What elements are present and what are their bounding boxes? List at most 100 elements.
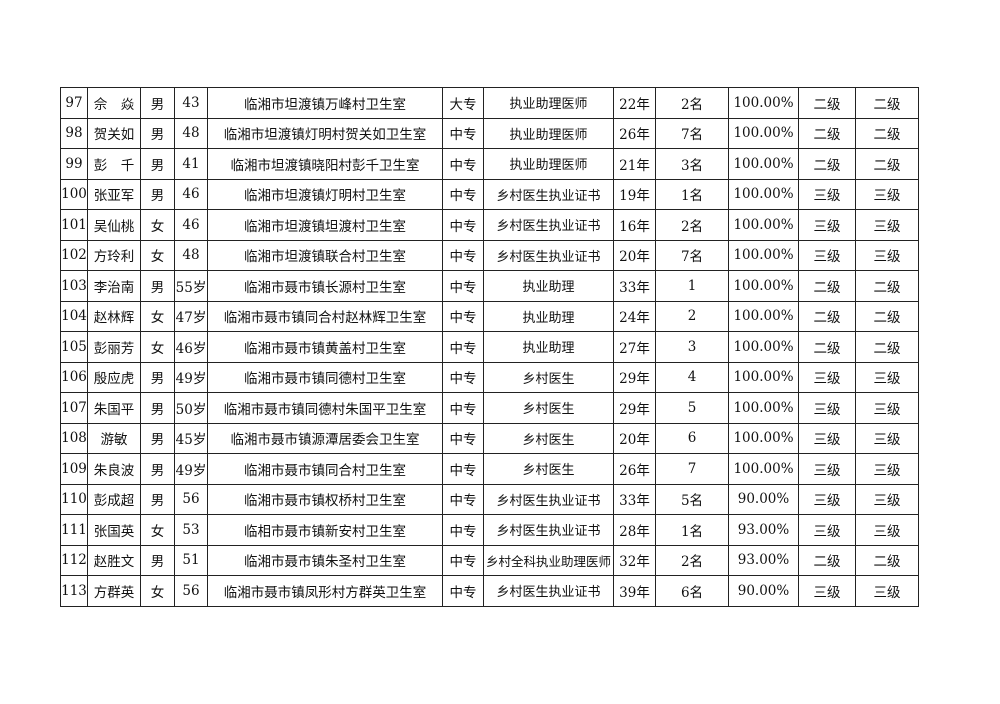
cell-clinic: 临湘市聂市镇长源村卫生室 — [207, 270, 443, 302]
table-row: 109 朱良波男 49岁 临湘市聂市镇同合村卫生室 中专 乡村医生 26年 7 100.00% 三… — [60, 453, 919, 485]
cell-edu: 中专 — [442, 575, 484, 607]
table-row: 103 李治南男 55岁 临湘市聂市镇长源村卫生室 中专 执业助理 33年 1 100.00% 二… — [60, 270, 919, 302]
cell-clinic: 临湘市坦渡镇坦渡村卫生室 — [207, 209, 443, 241]
cell-no: 101 — [60, 209, 88, 241]
cell-age: 49岁 — [174, 361, 208, 393]
cell-years: 20年 — [613, 239, 656, 271]
cell-age: 48 — [174, 117, 208, 149]
cell-rate: 100.00% — [728, 270, 799, 302]
cell-no: 106 — [60, 361, 88, 393]
cell-years: 26年 — [613, 117, 656, 149]
cell-rate: 100.00% — [728, 148, 799, 180]
cell-level2: 二级 — [855, 148, 919, 180]
cell-age: 45岁 — [174, 422, 208, 454]
cell-edu: 中专 — [442, 422, 484, 454]
cell-level1: 二级 — [798, 544, 856, 576]
cell-cert: 执业助理 — [483, 270, 614, 302]
cell-level2: 三级 — [855, 453, 919, 485]
cell-years: 19年 — [613, 178, 656, 210]
cell-edu: 中专 — [442, 178, 484, 210]
cell-clinic: 临湘市坦渡镇联合村卫生室 — [207, 239, 443, 271]
cell-cert: 乡村医生执业证书 — [483, 575, 614, 607]
table-row: 105 彭丽芳女 46岁 临湘市聂市镇黄盖村卫生室 中专 执业助理 27年 3 100.00% 二… — [60, 331, 919, 363]
cell-name: 张国英 — [87, 514, 141, 546]
cell-cert: 执业助理医师 — [483, 148, 614, 180]
table-row: 104 赵林辉女 47岁 临湘市聂市镇同合村赵林辉卫生室 中专 执业助理 24年 2 100.0… — [60, 300, 919, 332]
cell-sex: 男 — [140, 483, 175, 515]
cell-age: 55岁 — [174, 270, 208, 302]
cell-rate: 100.00% — [728, 300, 799, 332]
cell-rate: 90.00% — [728, 575, 799, 607]
cell-sex: 女 — [140, 209, 175, 241]
cell-cert: 执业助理 — [483, 331, 614, 363]
cell-no: 112 — [60, 544, 88, 576]
cell-level1: 二级 — [798, 117, 856, 149]
cell-rate: 100.00% — [728, 453, 799, 485]
cell-rate: 100.00% — [728, 422, 799, 454]
cell-staff: 1名 — [655, 178, 729, 210]
cell-level2: 三级 — [855, 392, 919, 424]
cell-no: 104 — [60, 300, 88, 332]
cell-staff: 7名 — [655, 117, 729, 149]
cell-name: 贺关如 — [87, 117, 141, 149]
table-row: 110 彭成超男 56 临湘市聂市镇权桥村卫生室 中专 乡村医生执业证书 33年 5名 90.0… — [60, 483, 919, 515]
cell-level1: 三级 — [798, 178, 856, 210]
cell-level1: 三级 — [798, 575, 856, 607]
cell-sex: 男 — [140, 148, 175, 180]
cell-staff: 2名 — [655, 209, 729, 241]
cell-years: 22年 — [613, 87, 656, 119]
cell-edu: 中专 — [442, 300, 484, 332]
cell-age: 49岁 — [174, 453, 208, 485]
cell-staff: 2名 — [655, 544, 729, 576]
cell-name: 赵胜文 — [87, 544, 141, 576]
cell-level1: 三级 — [798, 209, 856, 241]
cell-edu: 中专 — [442, 239, 484, 271]
cell-sex: 女 — [140, 514, 175, 546]
cell-cert: 乡村医生 — [483, 361, 614, 393]
cell-age: 53 — [174, 514, 208, 546]
cell-years: 28年 — [613, 514, 656, 546]
cell-years: 26年 — [613, 453, 656, 485]
cell-years: 16年 — [613, 209, 656, 241]
cell-cert: 执业助理 — [483, 300, 614, 332]
cell-cert: 乡村医生执业证书 — [483, 483, 614, 515]
cell-sex: 男 — [140, 178, 175, 210]
cell-sex: 女 — [140, 300, 175, 332]
cell-no: 99 — [60, 148, 88, 180]
table-row: 100 张亚军男 46 临湘市坦渡镇灯明村卫生室 中专 乡村医生执业证书 19年 1名 100.… — [60, 178, 919, 210]
cell-sex: 男 — [140, 422, 175, 454]
cell-name: 彭丽芳 — [87, 331, 141, 363]
cell-name: 朱国平 — [87, 392, 141, 424]
cell-level1: 三级 — [798, 361, 856, 393]
cell-clinic: 临相市聂市镇新安村卫生室 — [207, 514, 443, 546]
cell-clinic: 临湘市聂市镇同合村卫生室 — [207, 453, 443, 485]
cell-staff: 6 — [655, 422, 729, 454]
cell-years: 21年 — [613, 148, 656, 180]
cell-clinic: 临湘市聂市镇同合村赵林辉卫生室 — [207, 300, 443, 332]
cell-level2: 三级 — [855, 361, 919, 393]
table-row: 113 方群英女 56 临湘市聂市镇凤形村方群英卫生室 中专 乡村医生执业证书 39年 6名 9… — [60, 575, 919, 607]
cell-sex: 女 — [140, 331, 175, 363]
cell-age: 47岁 — [174, 300, 208, 332]
table-row: 98 贺关如男 48 临湘市坦渡镇灯明村贺关如卫生室 中专 执业助理医师 26年 7名 100.… — [60, 117, 919, 149]
cell-sex: 女 — [140, 239, 175, 271]
cell-staff: 7名 — [655, 239, 729, 271]
cell-no: 110 — [60, 483, 88, 515]
cell-rate: 100.00% — [728, 392, 799, 424]
cell-name: 彭成超 — [87, 483, 141, 515]
cell-name: 张亚军 — [87, 178, 141, 210]
cell-staff: 4 — [655, 361, 729, 393]
cell-no: 103 — [60, 270, 88, 302]
cell-cert: 乡村医生 — [483, 392, 614, 424]
table-row: 101 吴仙桃女 46 临湘市坦渡镇坦渡村卫生室 中专 乡村医生执业证书 16年 2名 100.… — [60, 209, 919, 241]
cell-rate: 100.00% — [728, 87, 799, 119]
cell-level2: 三级 — [855, 178, 919, 210]
cell-level1: 三级 — [798, 392, 856, 424]
table-body: 97 佘 焱男 43 临湘市坦渡镇万峰村卫生室 大专 执业助理医师 22年 2名 100.00%… — [60, 87, 919, 607]
cell-level1: 三级 — [798, 422, 856, 454]
cell-level2: 二级 — [855, 544, 919, 576]
cell-name: 赵林辉 — [87, 300, 141, 332]
cell-cert: 执业助理医师 — [483, 87, 614, 119]
cell-edu: 中专 — [442, 209, 484, 241]
cell-staff: 2 — [655, 300, 729, 332]
